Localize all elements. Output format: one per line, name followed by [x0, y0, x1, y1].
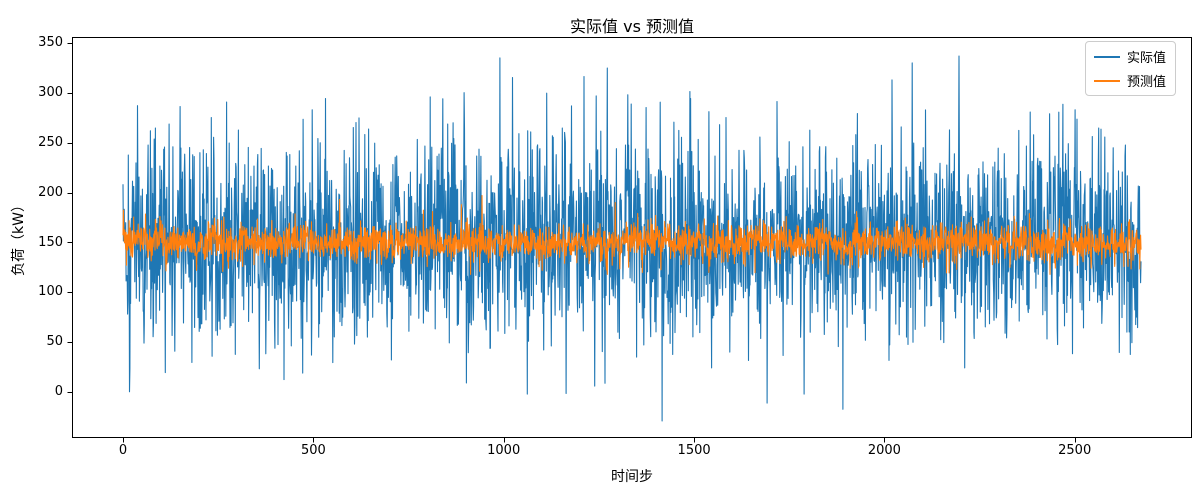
chart-title: 实际值 vs 预测值 — [570, 17, 694, 36]
predicted-line-swatch-icon — [1094, 79, 1120, 82]
legend-item-predicted: 预测值 — [1094, 71, 1166, 90]
y-tick-label: 0 — [54, 384, 63, 400]
y-tick-label: 200 — [38, 184, 63, 200]
y-tick-label: 350 — [38, 35, 63, 50]
x-tick-label: 1000 — [487, 443, 521, 458]
x-axis-label: 时间步 — [611, 469, 653, 485]
x-tick-label: 2500 — [1058, 443, 1092, 458]
y-tick-label: 50 — [46, 334, 63, 350]
series-line-1 — [122, 195, 1142, 275]
y-tick-label: 150 — [38, 234, 63, 250]
actual-line-swatch-icon — [1094, 55, 1120, 58]
y-tick-label: 300 — [38, 84, 63, 100]
legend: 实际值 预测值 — [1085, 41, 1177, 96]
legend-label-actual: 实际值 — [1127, 51, 1167, 66]
axes-frame — [67, 37, 1192, 443]
x-tick-label: 1500 — [677, 443, 711, 458]
legend-item-actual: 实际值 — [1094, 47, 1166, 66]
legend-label-predicted: 预测值 — [1127, 75, 1167, 90]
x-tick-label: 500 — [300, 443, 326, 458]
series-line-0 — [122, 55, 1142, 422]
x-tick-label: 2000 — [867, 443, 901, 458]
y-tick-label: 250 — [38, 134, 63, 150]
x-tick-label: 0 — [118, 443, 128, 458]
y-tick-label: 100 — [38, 284, 63, 300]
